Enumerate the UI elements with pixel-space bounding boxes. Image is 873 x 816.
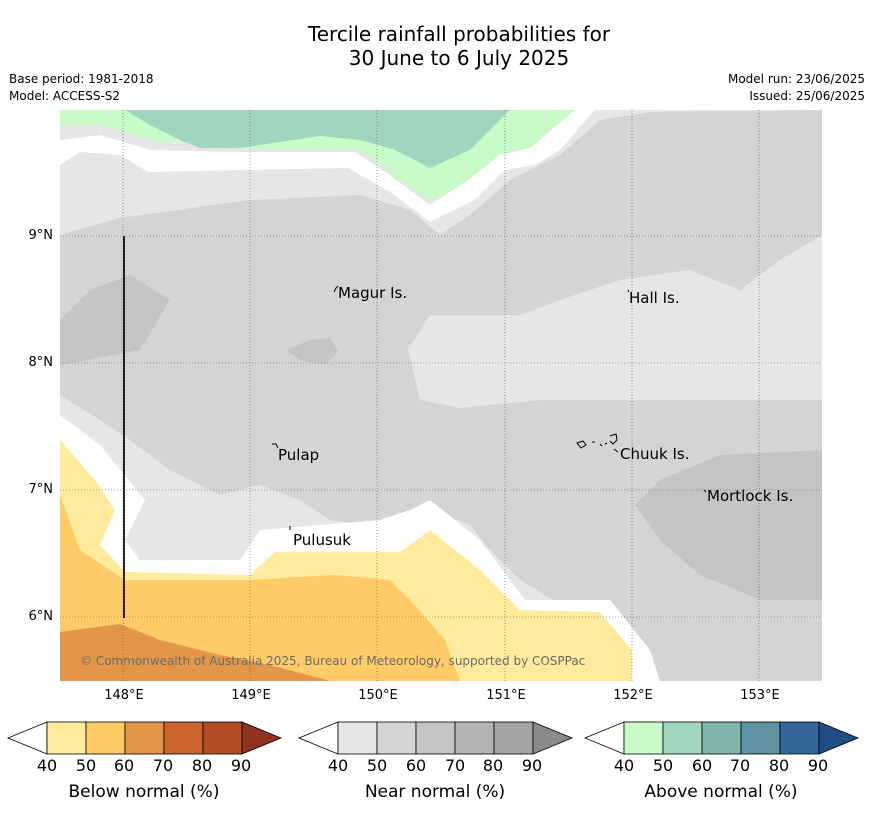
meta-right: Model run: 23/06/2025 Issued: 25/06/2025 — [728, 71, 865, 105]
above-colorbar-segment — [779, 721, 820, 755]
near-60-region-small — [286, 338, 338, 365]
near-tick-70: 70 — [444, 756, 466, 775]
below-tick-40: 40 — [36, 756, 58, 775]
x-tick-148e: 148°E — [104, 688, 144, 703]
below-normal-title: Below normal (%) — [68, 782, 220, 802]
above-colorbar-high-extend — [818, 721, 860, 755]
map-title: Tercile rainfall probabilities for 30 Ju… — [0, 22, 873, 70]
near-colorbar-segment — [376, 721, 417, 755]
label-magur: Magur Is. — [338, 284, 408, 302]
near-tick-60: 60 — [405, 756, 427, 775]
gridlines — [60, 110, 822, 681]
above-colorbar-low-extend — [583, 721, 625, 755]
below-tick-70: 70 — [152, 756, 174, 775]
colorbar-below — [6, 721, 283, 755]
x-tick-149e: 149°E — [231, 688, 271, 703]
y-tick-6n: 6°N — [28, 609, 54, 624]
near-tick-50: 50 — [366, 756, 388, 775]
near-normal-title: Near normal (%) — [364, 782, 506, 802]
base-period-text: Base period: 1981-2018 — [9, 72, 154, 86]
label-chuuk: Chuuk Is. — [620, 445, 690, 463]
near-tick-80: 80 — [482, 756, 504, 775]
title-line-2: 30 June to 6 July 2025 — [348, 46, 570, 70]
near-tick-40: 40 — [327, 756, 349, 775]
near-colorbar-segment — [337, 721, 378, 755]
issued-text: Issued: 25/06/2025 — [749, 89, 865, 103]
label-mortlock: Mortlock Is. — [707, 487, 794, 505]
label-pulusuk: Pulusuk — [293, 531, 351, 549]
white-gap-top — [60, 110, 595, 222]
y-tick-7n: 7°N — [28, 482, 54, 497]
x-tick-151e: 151°E — [486, 688, 526, 703]
near-60-region-east — [635, 450, 822, 600]
above-colorbar-segment — [740, 721, 781, 755]
below-colorbar-high-extend — [241, 721, 283, 755]
below-colorbar-segment — [124, 721, 165, 755]
above-tick-60: 60 — [691, 756, 713, 775]
x-tick-153e: 153°E — [740, 688, 780, 703]
below-tick-60: 60 — [113, 756, 135, 775]
probability-field — [60, 110, 822, 681]
below-colorbar-low-extend — [6, 721, 48, 755]
y-tick-8n: 8°N — [28, 355, 54, 370]
above-tick-70: 70 — [729, 756, 751, 775]
below-50-region — [60, 495, 460, 681]
model-run-text: Model run: 23/06/2025 — [727, 72, 865, 86]
below-60-region — [60, 624, 330, 681]
above-tick-90: 90 — [807, 756, 829, 775]
above-colorbar-segment — [623, 721, 664, 755]
above-tick-50: 50 — [652, 756, 674, 775]
above-tick-40: 40 — [613, 756, 635, 775]
near-60-region-west — [60, 275, 170, 365]
legend-colorbars — [6, 721, 860, 755]
near-colorbar-low-extend — [297, 721, 339, 755]
above-colorbar-segment — [701, 721, 742, 755]
near-colorbar-segment — [454, 721, 495, 755]
below-tick-90: 90 — [230, 756, 252, 775]
near-colorbar-segment — [415, 721, 456, 755]
near-colorbar-segment — [493, 721, 534, 755]
below-colorbar-segment — [163, 721, 204, 755]
below-tick-50: 50 — [75, 756, 97, 775]
colorbar-near — [297, 721, 574, 755]
above-colorbar-segment — [662, 721, 703, 755]
below-tick-80: 80 — [191, 756, 213, 775]
island-markers — [272, 285, 707, 530]
copyright-text: © Commonwealth of Australia 2025, Bureau… — [80, 654, 586, 668]
below-colorbar-segment — [202, 721, 243, 755]
near-colorbar-high-extend — [532, 721, 574, 755]
above-50-region — [125, 110, 510, 168]
label-hall: Hall Is. — [629, 289, 680, 307]
label-pulap: Pulap — [278, 446, 320, 464]
above-tick-80: 80 — [768, 756, 790, 775]
title-line-1: Tercile rainfall probabilities for — [307, 22, 611, 46]
x-tick-152e: 152°E — [613, 688, 653, 703]
colorbar-above — [583, 721, 860, 755]
above-normal-title: Above normal (%) — [644, 782, 798, 802]
x-tick-150e: 150°E — [358, 688, 398, 703]
near-tick-90: 90 — [521, 756, 543, 775]
below-colorbar-segment — [85, 721, 126, 755]
model-text: Model: ACCESS-S2 — [9, 89, 121, 103]
near-50-region — [60, 110, 822, 681]
meta-left: Base period: 1981-2018 Model: ACCESS-S2 — [9, 71, 154, 105]
below-colorbar-segment — [46, 721, 87, 755]
y-tick-9n: 9°N — [28, 228, 54, 243]
